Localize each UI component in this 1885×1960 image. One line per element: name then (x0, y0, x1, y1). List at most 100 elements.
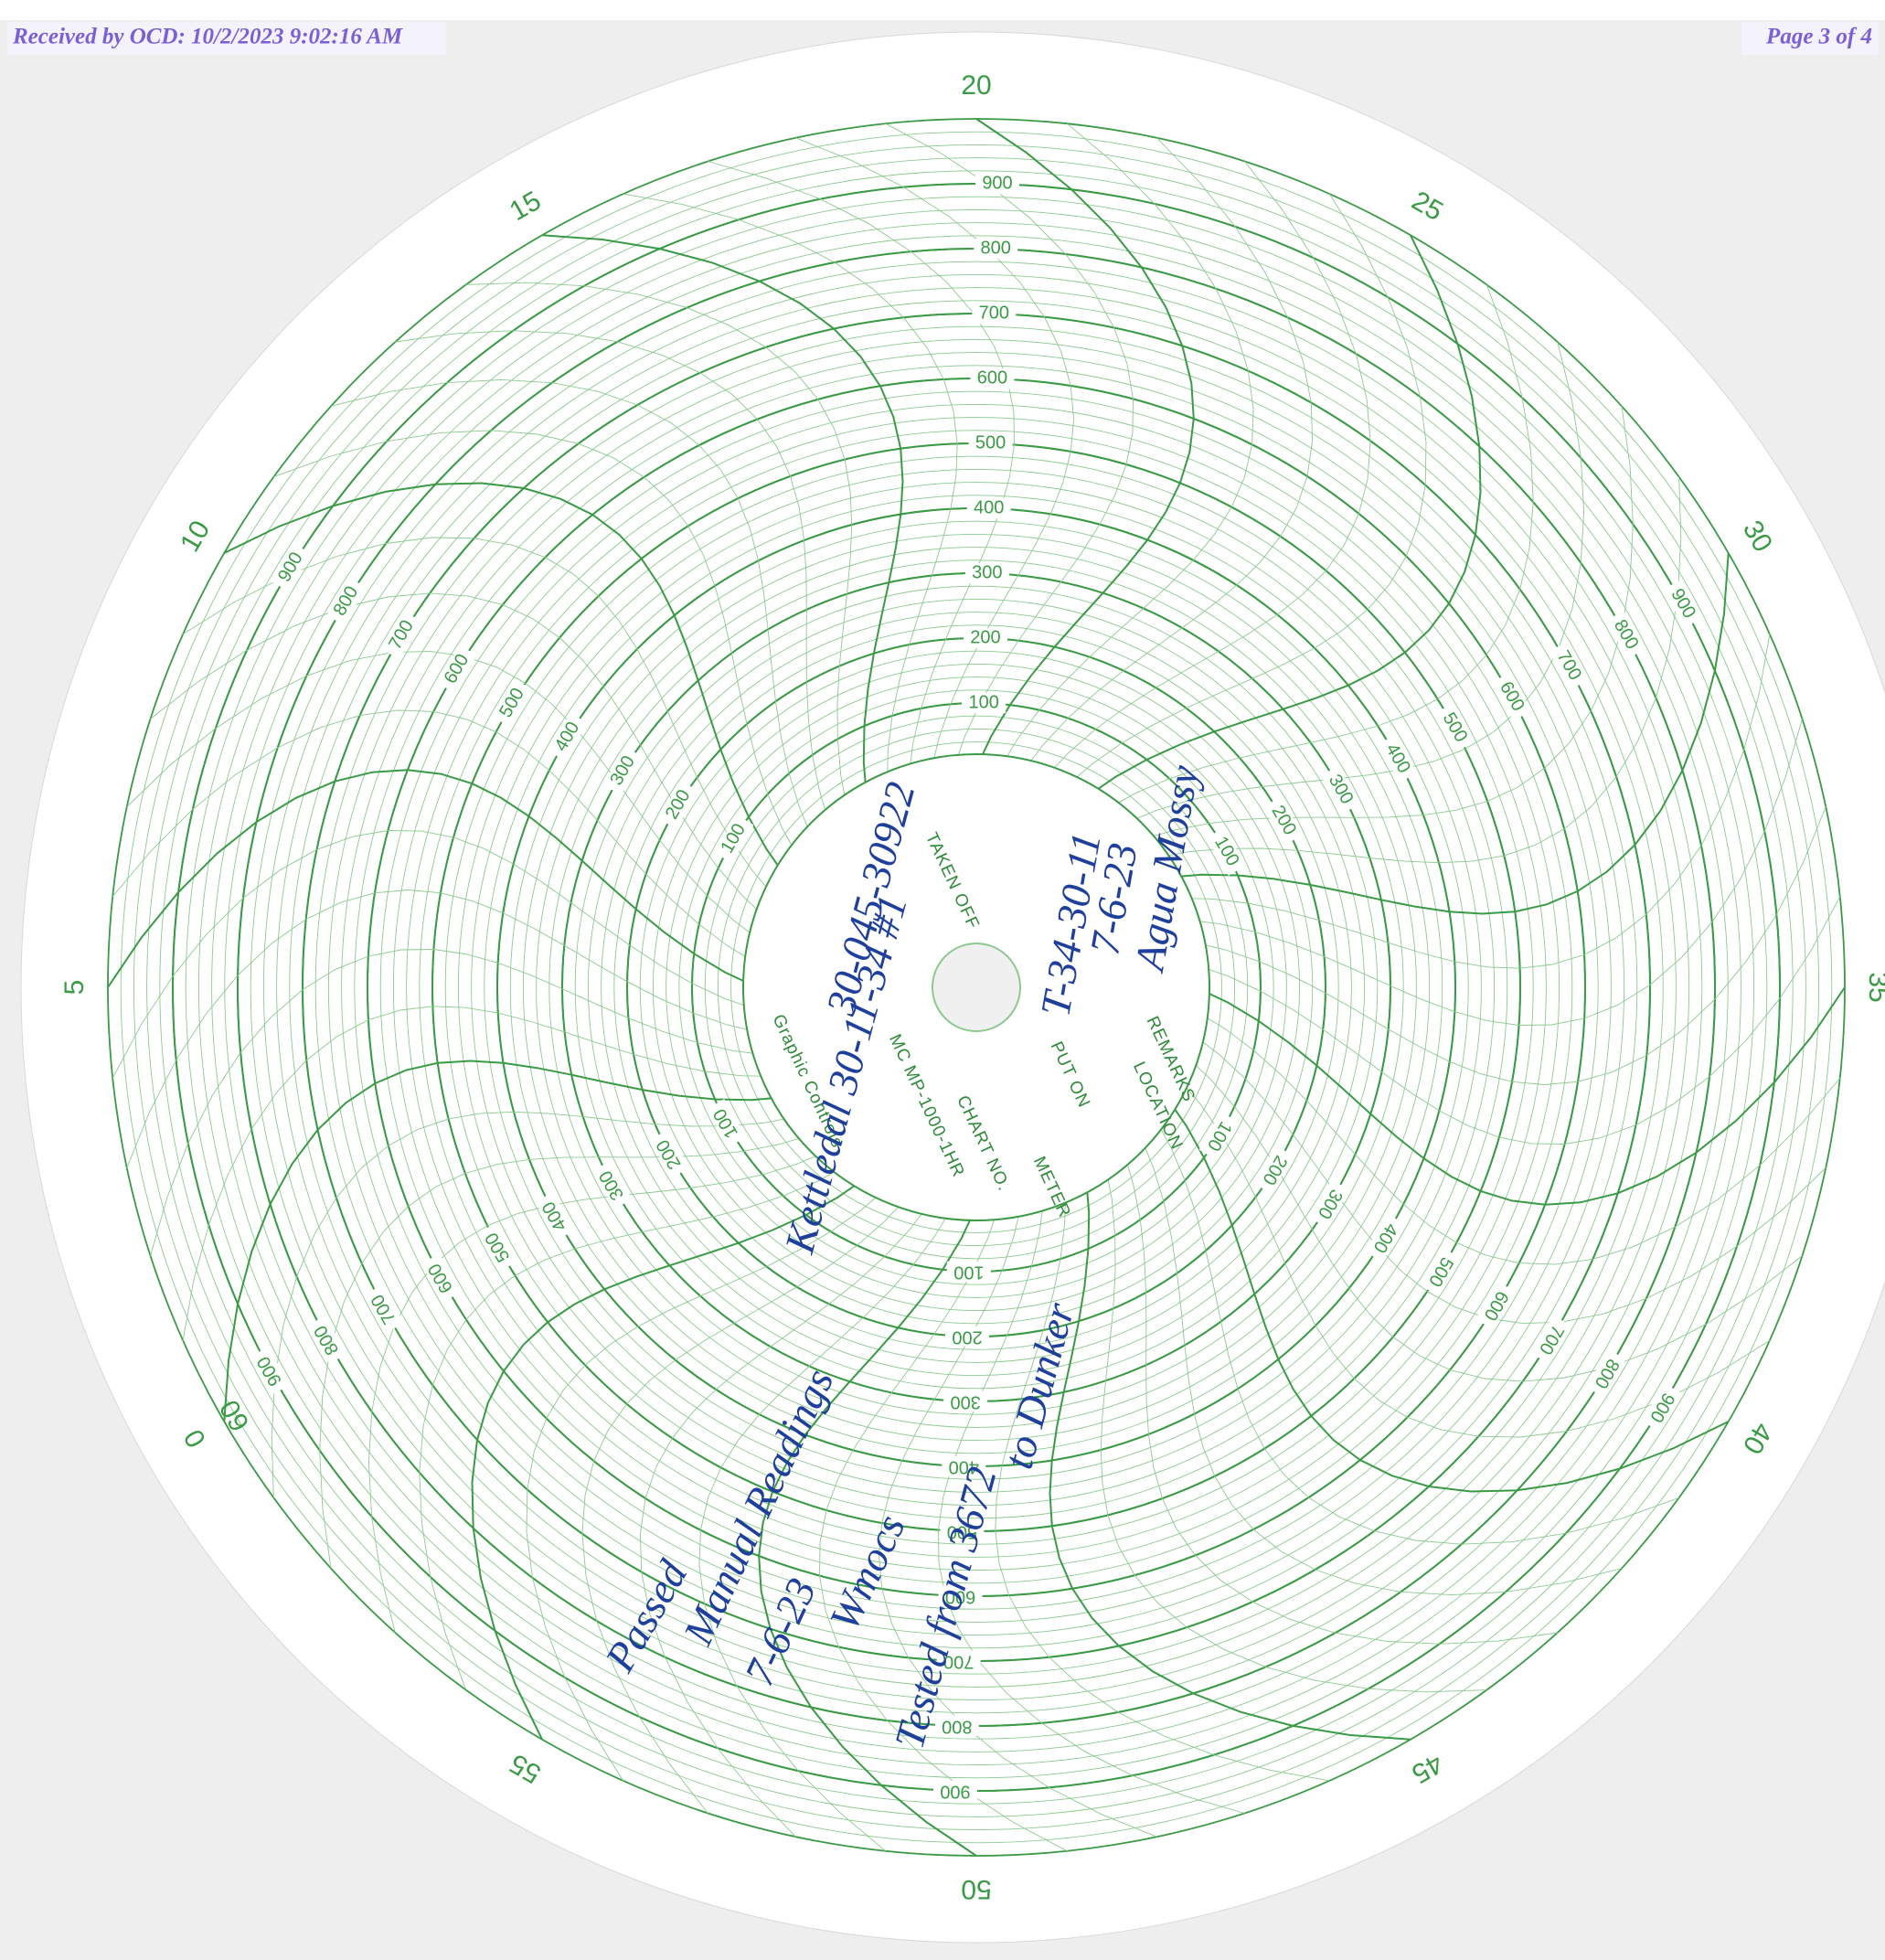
time-line (126, 650, 762, 943)
ring (509, 520, 1443, 1454)
minute-label: 35 (1863, 972, 1885, 1002)
ring (276, 287, 1677, 1688)
scale-label: 200 (970, 627, 1000, 647)
time-line (395, 330, 830, 825)
time-line (975, 118, 1195, 769)
time-line (758, 1206, 977, 1857)
label-backing (962, 693, 1006, 714)
label-backing (964, 563, 1009, 584)
ring (289, 300, 1664, 1675)
label-backing (1491, 672, 1531, 721)
time-line (795, 137, 1074, 773)
scale-label: 900 (940, 1781, 970, 1801)
ring (146, 157, 1806, 1817)
label-backing (1662, 580, 1703, 628)
label-backing (1320, 765, 1360, 815)
ring (484, 495, 1469, 1480)
label-backing (1549, 642, 1589, 690)
scale-label: 300 (972, 562, 1002, 582)
label-backing (942, 1455, 986, 1476)
label-backing (972, 304, 1017, 325)
time-line (1195, 986, 1846, 1206)
label-backing (1605, 611, 1645, 659)
time-line (1176, 1076, 1771, 1438)
scale-label: 700 (943, 1651, 974, 1671)
label-backing (963, 628, 1007, 649)
ring (120, 131, 1833, 1844)
minute-label: 50 (961, 1874, 991, 1904)
ring (185, 196, 1768, 1779)
label-backing (437, 644, 477, 694)
label-backing (478, 1222, 518, 1272)
minute-label: 5 (59, 980, 90, 996)
label-backing (970, 368, 1015, 389)
time-line (1123, 1150, 1558, 1645)
time-line (879, 1201, 1157, 1838)
time-line (1154, 476, 1682, 864)
label-backing (272, 543, 312, 592)
time-line (1049, 1177, 1411, 1741)
time-line (885, 122, 1134, 770)
ring (379, 390, 1573, 1584)
time-line (623, 193, 958, 787)
time-line (150, 949, 768, 1256)
ring (613, 624, 1339, 1350)
time-line (107, 769, 758, 988)
time-line (465, 282, 853, 810)
time-line (1177, 634, 1771, 969)
ring (639, 650, 1314, 1325)
ring (262, 273, 1690, 1701)
time-line (1194, 1009, 1841, 1265)
scale-label: 700 (979, 304, 1009, 324)
received-stamp: Received by OCD: 10/2/2023 9:02:16 AM (12, 25, 403, 49)
time-line (1104, 284, 1534, 811)
label-backing (658, 781, 698, 829)
time-line (273, 430, 800, 859)
label-backing (946, 1261, 991, 1282)
ring (327, 338, 1625, 1636)
minute-label: 20 (961, 70, 991, 101)
label-backing (1641, 1382, 1681, 1432)
ring (444, 455, 1508, 1519)
scale-label: 100 (953, 1262, 984, 1283)
time-line (1043, 161, 1371, 780)
label-backing (1475, 1281, 1516, 1330)
label-backing (1420, 1247, 1460, 1296)
time-line (419, 1164, 848, 1690)
ring (419, 430, 1534, 1545)
scale-label: 500 (975, 432, 1006, 453)
time-line (182, 1006, 776, 1341)
label-backing (535, 1191, 576, 1241)
ring (211, 222, 1741, 1752)
time-line (708, 161, 1015, 779)
ring (250, 261, 1703, 1714)
label-backing (940, 1520, 985, 1541)
label-backing (714, 815, 754, 863)
label-backing (974, 239, 1018, 260)
ring (548, 559, 1404, 1415)
scale-label: 400 (974, 497, 1004, 517)
time-line (182, 537, 777, 899)
time-line (471, 1176, 868, 1741)
scan-margin (0, 0, 1885, 20)
label-backing (364, 1284, 404, 1333)
ring (133, 144, 1820, 1831)
time-line (1085, 234, 1482, 799)
label-backing (326, 577, 367, 626)
label-backing (421, 1253, 462, 1303)
time-line (819, 1205, 1068, 1852)
label-backing (1530, 1315, 1571, 1364)
time-line (223, 1060, 787, 1422)
time-line (581, 1195, 910, 1814)
label-backing (1206, 827, 1246, 876)
label-backing (943, 1390, 988, 1411)
time-line (698, 1205, 954, 1852)
label-backing (938, 1585, 983, 1606)
time-line (1021, 137, 1314, 773)
time-line (1139, 406, 1634, 841)
ring (471, 482, 1482, 1493)
time-line (367, 1149, 830, 1634)
scale-label: 600 (977, 368, 1007, 389)
